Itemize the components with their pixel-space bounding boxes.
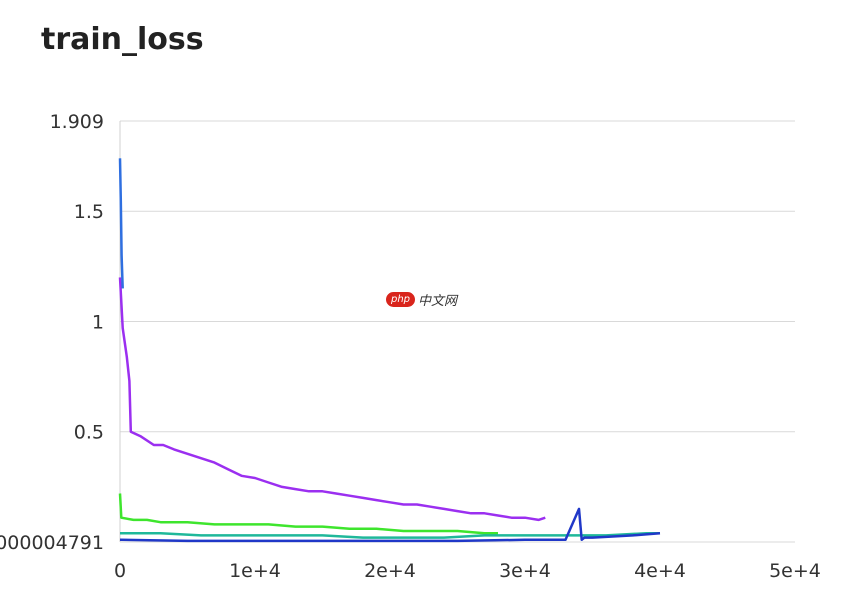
y-tick-label: 1.5	[74, 201, 104, 223]
x-tick-label: 1e+4	[229, 560, 281, 582]
x-tick-label: 3e+4	[499, 560, 551, 582]
x-tick-label: 4e+4	[634, 560, 686, 582]
series-line-5	[119, 507, 661, 543]
y-tick-label: 0.000004791	[0, 532, 104, 554]
grid-lines	[119, 120, 795, 543]
watermark-badge: php	[386, 292, 416, 307]
series-line-4	[120, 531, 660, 539]
series-line-2	[118, 158, 124, 289]
x-axis-ticks: 0 1e+4 2e+4 3e+4 4e+4 5e+4	[114, 560, 821, 582]
x-tick-label: 5e+4	[769, 560, 821, 582]
series-lines	[118, 158, 661, 543]
x-tick-label: 2e+4	[364, 560, 416, 582]
watermark-text: 中文网	[418, 294, 458, 309]
series-line-1	[118, 277, 546, 522]
y-tick-label: 0.5	[74, 422, 104, 444]
series-line-3	[118, 493, 498, 535]
y-axis-ticks: 0.000004791 0.5 1 1.5 1.909	[0, 111, 104, 554]
php-watermark-logo: php 中文网	[386, 290, 457, 309]
y-tick-label: 1.909	[50, 111, 104, 133]
x-tick-label: 0	[114, 560, 126, 582]
y-tick-label: 1	[92, 311, 104, 333]
chart-title: train_loss	[41, 22, 204, 57]
